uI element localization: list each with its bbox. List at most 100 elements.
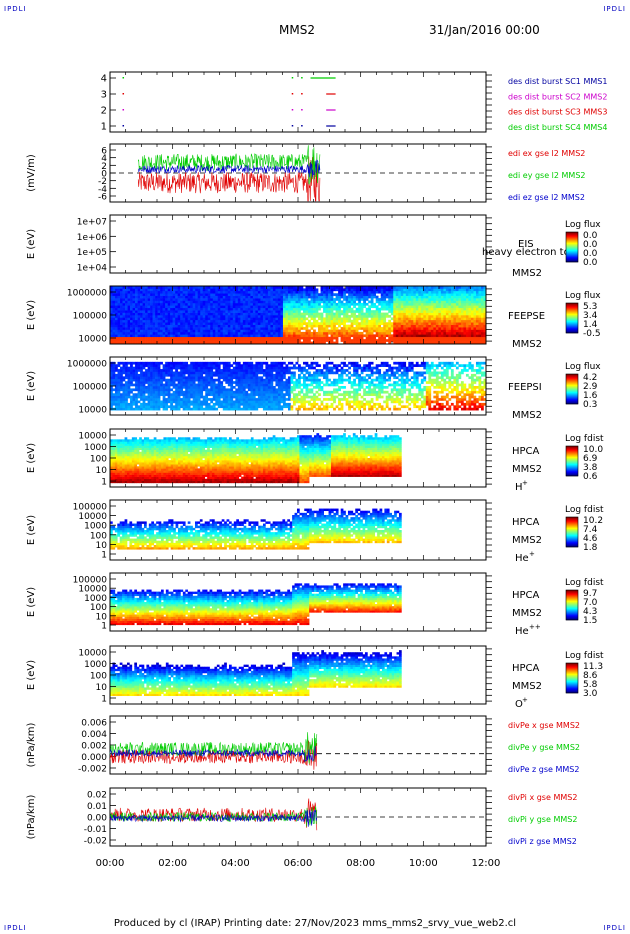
spectrogram-cell [308,288,311,292]
colorbar-swatch [566,246,578,248]
spectrogram-cell [413,295,417,299]
spectrogram-cell [405,300,409,304]
spectrogram-cell [195,305,199,309]
spectrogram-cell [177,395,181,399]
spectrogram-cell [285,290,289,294]
spectrogram-cell [185,393,189,396]
spectrogram-cell [323,305,326,309]
spectrogram-cell [152,339,156,342]
spectrogram-cell [227,390,231,394]
spectrogram-cell [285,315,289,318]
spectrogram-cell [303,312,306,316]
spectrogram-cell [483,293,487,296]
spectrogram-cell [410,293,414,296]
spectrogram-cell [262,300,266,304]
spectrogram-cell [172,376,176,380]
spectrogram-cell [167,393,171,396]
spectrogram-cell [295,329,299,333]
spectrogram-cell [180,327,183,330]
spectrogram-cell [167,383,171,387]
spectrogram-cell [478,293,482,296]
spectrogram-cell [132,336,136,340]
spectrogram-cell [170,286,173,289]
spectrogram-cell [237,329,241,333]
spectrogram-cell [182,400,186,404]
spectrogram-cell [130,331,133,335]
spectrogram-cell [328,298,331,301]
spectrogram-cell [185,295,189,299]
spectrogram-cell [137,339,141,342]
spectrogram-cell [252,341,256,345]
spectrogram-cell [438,310,442,313]
spectrogram-cell [202,312,206,316]
spectrogram-cell [478,334,482,338]
spectrogram-cell [428,331,432,335]
spectrogram-cell [197,312,201,316]
spectrogram-cell [130,336,133,340]
spectrogram-cell [265,300,269,304]
spectrogram-cell [227,369,231,372]
spectrogram-cell [403,310,407,313]
spectrogram-cell [398,293,402,296]
spectrogram-cell [398,300,402,304]
spectrogram-cell [338,310,341,313]
spectrogram-cell [182,300,186,304]
spectrogram-cell [270,310,274,313]
spectrogram-cell [440,302,444,306]
spectrogram-cell [257,369,261,372]
spectrogram-cell [110,400,113,404]
spectrogram-cell [115,324,118,328]
spectrogram-cell [155,395,158,399]
spectrogram-cell [182,361,186,365]
spectrogram-cell [125,336,128,340]
spectrogram-cell [180,381,183,384]
spectrogram-cell [260,402,264,406]
spectrogram-cell [162,339,166,342]
spectrogram-cell [375,334,379,338]
spectrogram-cell [117,290,121,294]
spectrogram-cell [115,329,118,333]
spectrogram-cell [250,305,254,309]
spectrogram-cell [318,295,321,299]
spectrogram-cell [408,339,412,342]
spectrogram-cell [217,369,221,372]
spectrogram-cell [443,290,447,294]
spectrogram-cell [120,339,123,342]
spectrogram-cell [345,286,349,289]
spectrogram-cell [130,388,133,392]
spectrogram-cell [120,371,123,375]
corner-mark-bottom-right: IPDLI [603,924,626,932]
spectrogram-cell [122,371,126,375]
spectrogram-cell [125,341,128,345]
spectrogram-cell [272,329,276,333]
spectrogram-cell [435,312,439,316]
spectrogram-cell [287,327,291,330]
spectrogram-cell [177,336,181,340]
spectrogram-cell [445,298,449,301]
spectrogram-cell [308,322,311,325]
spectrogram-cell [280,336,284,340]
spectrogram-cell [175,369,178,372]
spectrogram-cell [177,373,181,377]
spectrogram-cell [470,317,474,321]
spectrogram-cell [420,312,424,316]
spectrogram-cell [110,393,113,396]
spectrogram-cell [242,402,246,406]
spectrogram-cell [433,317,437,321]
spectrogram-cell [348,327,351,330]
spectrogram-cell [242,393,246,396]
spectrogram-cell [385,322,389,325]
spectrogram-cell [140,402,143,406]
spectrogram-cell [222,405,226,409]
spectrogram-cell [420,331,424,335]
spectrogram-cell [177,381,181,384]
spectrogram-cell [232,366,236,370]
spectrogram-cell [313,293,316,296]
spectrogram-cell [207,383,211,387]
spectrogram-cell [323,307,326,311]
spectrogram-cell [458,341,462,345]
spectrogram-cell [267,336,271,340]
spectrogram-cell [450,315,454,318]
spectrogram-cell [480,329,484,333]
